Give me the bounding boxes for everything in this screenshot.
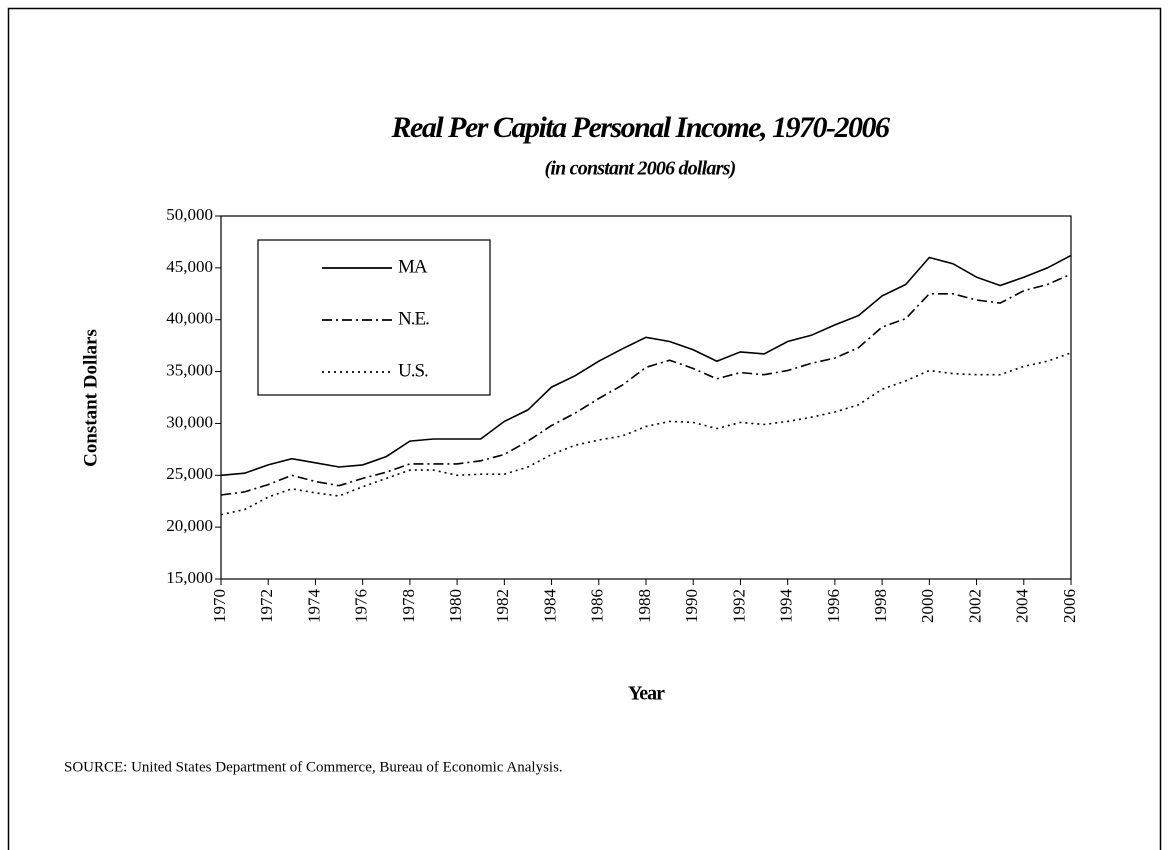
x-tick-label: 1978 (399, 589, 418, 623)
page-border (7, 7, 1162, 850)
series-line (220, 273, 1072, 496)
y-axis-label: Constant Dollars (80, 329, 101, 467)
x-axis-label: Year (628, 683, 665, 705)
x-tick-label: 2000 (918, 589, 937, 623)
x-tick-label: 2006 (1060, 589, 1079, 623)
x-tick-label: 1980 (446, 589, 465, 623)
x-tick-label: 1976 (352, 589, 371, 623)
y-tick-label: 25,000 (166, 464, 213, 483)
x-tick-label: 1984 (540, 589, 559, 624)
series-line (220, 352, 1072, 516)
x-tick-label: 2002 (965, 589, 984, 623)
x-tick-label: 1970 (210, 589, 229, 623)
source-note: SOURCE: United States Department of Comm… (64, 759, 563, 775)
chart-title: Real Per Capita Personal Income, 1970-20… (391, 111, 890, 144)
legend-box (257, 239, 491, 396)
y-tick-label: 40,000 (166, 309, 213, 328)
x-tick-label: 1974 (304, 589, 323, 624)
y-tick-label: 35,000 (166, 360, 213, 379)
legend-label: MA (398, 256, 428, 277)
x-tick-label: 1992 (729, 589, 748, 623)
y-tick-label: 50,000 (166, 205, 213, 224)
x-tick-label: 1998 (871, 589, 890, 623)
series-line (220, 254, 1072, 477)
y-tick-label: 30,000 (166, 412, 213, 431)
y-tick-label: 15,000 (166, 568, 213, 587)
x-tick-label: 1994 (777, 589, 796, 624)
y-tick-label: 45,000 (166, 257, 213, 276)
x-tick-label: 2004 (1013, 589, 1032, 624)
legend-label: U.S. (398, 360, 428, 381)
chart-subtitle: (in constant 2006 dollars) (545, 158, 736, 180)
x-tick-label: 1986 (588, 589, 607, 623)
x-tick-label: 1996 (824, 589, 843, 623)
y-tick-label: 20,000 (166, 516, 213, 535)
legend-label: N.E. (398, 308, 429, 329)
x-tick-label: 1972 (257, 589, 276, 623)
x-tick-label: 1990 (682, 589, 701, 623)
x-tick-label: 1982 (493, 589, 512, 623)
x-tick-label: 1988 (635, 589, 654, 623)
